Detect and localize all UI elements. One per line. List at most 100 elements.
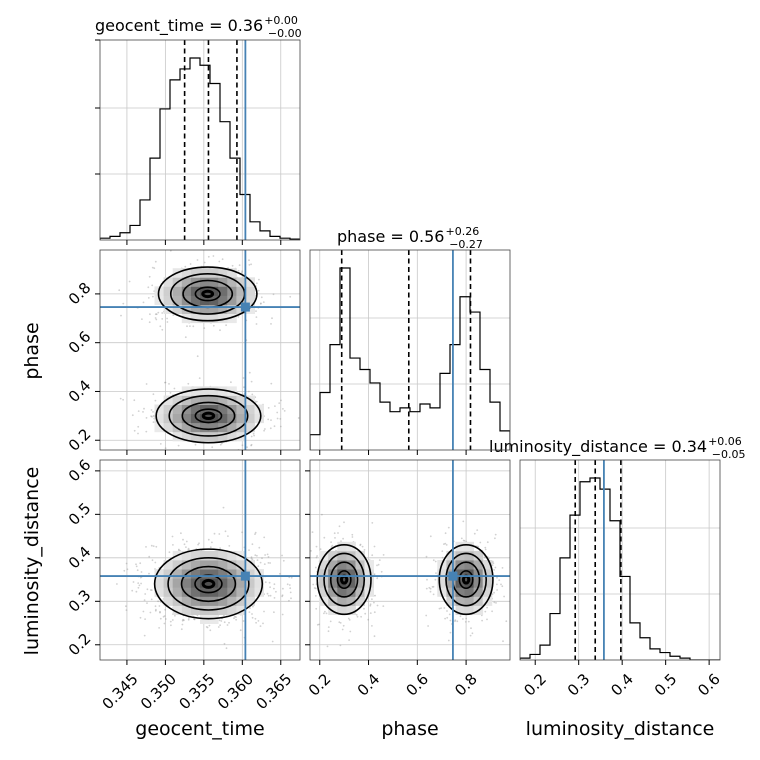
pair-phase-vs-luminosity-distance-sample	[447, 526, 450, 529]
pair-geocent-time-vs-luminosity-distance-contour-0-1	[167, 557, 250, 611]
pair-geocent-time-vs-phase-sample	[154, 317, 157, 319]
pair-geocent-time-vs-phase-contour-1-2	[181, 401, 236, 431]
pair-geocent-time-vs-phase-sample	[157, 311, 160, 314]
pair-geocent-time-vs-luminosity-distance-density-cell	[190, 569, 201, 579]
pair-geocent-time-vs-luminosity-distance-density-cell	[163, 560, 174, 570]
pair-phase-vs-luminosity-distance-sample	[326, 645, 329, 648]
pair-geocent-time-vs-luminosity-distance-sample	[151, 559, 154, 562]
pair-phase-vs-luminosity-distance-density-cell	[328, 605, 338, 615]
pair-phase-vs-luminosity-distance-sample	[369, 604, 372, 607]
pair-geocent-time-vs-phase-density-cell	[254, 413, 264, 424]
pair-geocent-time-vs-luminosity-distance-density-cell	[181, 578, 192, 588]
pair-phase-vs-luminosity-distance-contour-0-0	[316, 543, 372, 616]
pair-geocent-time-vs-luminosity-distance-sample	[135, 563, 137, 566]
pair-geocent-time-vs-luminosity-distance-sample	[164, 618, 167, 620]
pair-phase-vs-luminosity-distance-sample	[348, 639, 350, 641]
pair-geocent-time-vs-phase-sample	[184, 336, 187, 339]
pair-geocent-time-vs-phase-density-cell	[218, 304, 228, 314]
pair-geocent-time-vs-phase-density-cell	[227, 431, 237, 442]
pair-phase-vs-luminosity-distance-density-cell	[328, 550, 338, 561]
pair-geocent-time-vs-phase-sample	[258, 278, 260, 281]
pair-geocent-time-vs-phase-density-cell	[200, 304, 210, 314]
pair-phase-vs-luminosity-distance-sample	[454, 619, 457, 621]
pair-geocent-time-vs-phase-sample	[237, 315, 240, 318]
pair-geocent-time-vs-phase-sample	[154, 313, 157, 316]
pair-geocent-time-vs-luminosity-distance-density-cell	[236, 578, 246, 588]
pair-phase-vs-luminosity-distance-sample	[333, 532, 336, 535]
pair-geocent-time-vs-luminosity-distance-sample	[154, 609, 157, 612]
pair-geocent-time-vs-phase-sample	[137, 425, 140, 428]
pair-geocent-time-vs-luminosity-distance-sample	[131, 589, 134, 592]
pair-geocent-time-vs-luminosity-distance-sample	[185, 546, 187, 548]
pair-geocent-time-vs-phase-sample	[276, 417, 279, 420]
pair-phase-vs-luminosity-distance-density-cell	[464, 541, 474, 552]
pair-geocent-time-vs-luminosity-distance-sample	[248, 611, 251, 613]
pair-geocent-time-vs-luminosity-distance-sample	[254, 533, 256, 535]
pair-geocent-time-vs-luminosity-distance-density-cell	[181, 550, 192, 561]
pair-geocent-time-vs-luminosity-distance-sample	[207, 538, 210, 541]
pair-geocent-time-vs-phase-density-cell	[163, 395, 174, 405]
pair-geocent-time-vs-phase-sample	[289, 295, 292, 298]
pair-phase-vs-luminosity-distance-sample	[484, 556, 486, 559]
pair-geocent-time-vs-phase-density-cell	[200, 386, 210, 396]
pair-phase-vs-luminosity-distance-sample	[449, 631, 452, 634]
pair-phase-vs-luminosity-distance-sample	[447, 639, 450, 642]
pair-phase-vs-luminosity-distance-sample	[367, 618, 370, 621]
pair-geocent-time-vs-phase-density-cell	[181, 413, 192, 424]
pair-geocent-time-vs-luminosity-distance-sample	[139, 576, 142, 579]
pair-geocent-time-vs-phase-sample	[230, 381, 232, 384]
pair-geocent-time-vs-phase-sample	[161, 328, 164, 331]
pair-geocent-time-vs-luminosity-distance-sample	[252, 605, 254, 608]
pair-geocent-time-vs-phase-density-cell	[190, 313, 201, 324]
pair-phase-vs-luminosity-distance-sample	[503, 595, 505, 598]
pair-phase-vs-luminosity-distance-truth-marker	[448, 571, 458, 581]
pair-phase-vs-luminosity-distance-sample	[496, 589, 498, 591]
pair-geocent-time-vs-luminosity-distance-sample	[218, 619, 221, 622]
pair-geocent-time-vs-phase-sample	[248, 259, 250, 262]
pair-geocent-time-vs-phase-density-cell	[209, 422, 219, 433]
pair-phase-vs-luminosity-distance-sample	[325, 612, 328, 615]
pair-geocent-time-vs-phase-sample	[255, 316, 258, 318]
pair-geocent-time-vs-luminosity-distance-sample	[226, 624, 229, 626]
pair-geocent-time-vs-luminosity-distance-sample	[282, 559, 285, 562]
pair-geocent-time-vs-luminosity-distance-density-cell	[190, 587, 201, 597]
pair-geocent-time-vs-phase-density-cell	[154, 413, 164, 424]
pair-geocent-time-vs-phase-sample	[272, 293, 275, 296]
pair-geocent-time-vs-phase-sample	[164, 447, 167, 450]
pair-geocent-time-vs-phase-sample	[133, 429, 136, 432]
pair-geocent-time-vs-luminosity-distance-sample	[219, 624, 222, 627]
pair-phase-vs-luminosity-distance-density-cell	[346, 605, 356, 615]
pair-geocent-time-vs-luminosity-distance-sample	[256, 554, 258, 557]
pair-geocent-time-vs-phase-sample	[252, 432, 255, 435]
pair-geocent-time-vs-luminosity-distance-sample	[256, 559, 259, 561]
pair-geocent-time-vs-phase-density-cell	[227, 268, 237, 278]
pair-geocent-time-vs-phase-sample	[151, 284, 154, 287]
pair-phase-vs-luminosity-distance-sample	[359, 544, 362, 546]
pair-phase-vs-luminosity-distance-sample	[376, 604, 379, 607]
pair-geocent-time-vs-luminosity-distance-density-cell	[218, 550, 228, 561]
pair-phase-vs-luminosity-distance-sample	[380, 570, 383, 573]
pair-phase-vs-luminosity-distance-density-cell	[328, 587, 338, 597]
pair-geocent-time-vs-luminosity-distance-density-cell	[227, 550, 237, 561]
pair-geocent-time-vs-phase-sample	[282, 408, 284, 410]
pair-phase-vs-luminosity-distance-density-cell	[355, 578, 365, 588]
pair-geocent-time-vs-luminosity-distance-sample	[235, 618, 238, 621]
pair-phase-vs-luminosity-distance-sample	[492, 562, 495, 565]
pair-geocent-time-vs-phase-sample	[257, 289, 260, 292]
pair-phase-vs-luminosity-distance-sample	[364, 612, 367, 615]
pair-phase-vs-luminosity-distance-sample	[481, 619, 483, 622]
pair-phase-vs-luminosity-distance-contour-1-0	[438, 543, 494, 616]
pair-geocent-time-vs-phase-sample	[122, 398, 124, 401]
pair-phase-vs-luminosity-distance-density-cell	[337, 541, 347, 552]
pair-geocent-time-vs-phase-contour-0-3	[194, 286, 221, 302]
pair-geocent-time-vs-phase-density-cell	[218, 277, 228, 287]
pair-geocent-time-vs-luminosity-distance-sample	[168, 551, 171, 554]
pair-geocent-time-vs-luminosity-distance-sample	[275, 590, 277, 593]
pair-geocent-time-vs-phase-sample	[274, 405, 276, 407]
pair-geocent-time-vs-phase-density-cell	[154, 404, 164, 414]
pair-geocent-time-vs-luminosity-distance-sample	[267, 594, 270, 597]
pair-geocent-time-vs-luminosity-distance-sample	[259, 625, 262, 627]
pair-phase-vs-luminosity-distance-sample	[363, 607, 365, 610]
pair-geocent-time-vs-luminosity-distance-density-cell	[190, 596, 201, 606]
pair-geocent-time-vs-phase-sample	[172, 314, 175, 316]
